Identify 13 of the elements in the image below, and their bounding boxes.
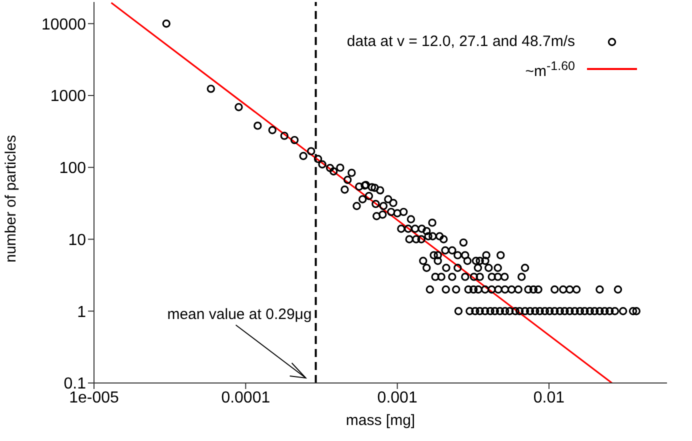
- legend-label: ~m$^{-1.60}$: [525, 58, 575, 82]
- y-tick-label: 10000: [42, 16, 86, 34]
- ref-line-label: mean value at 0.29μg: [167, 306, 312, 323]
- x-tick-label: 0.001: [377, 389, 418, 406]
- y-tick-label: 1: [77, 304, 86, 321]
- legend-label: data at v = 12.0, 27.1 and 48.7m/s: [346, 32, 575, 52]
- x-tick-label: 0.0001: [221, 389, 270, 406]
- y-tick-label: 1000: [50, 88, 86, 106]
- y-axis-title: number of particles: [2, 134, 20, 262]
- x-tick-label: 0.01: [533, 389, 565, 406]
- y-tick-label: 10: [68, 232, 86, 249]
- y-tick-label: 100: [59, 160, 86, 178]
- x-axis-title: mass [mg]: [346, 412, 416, 429]
